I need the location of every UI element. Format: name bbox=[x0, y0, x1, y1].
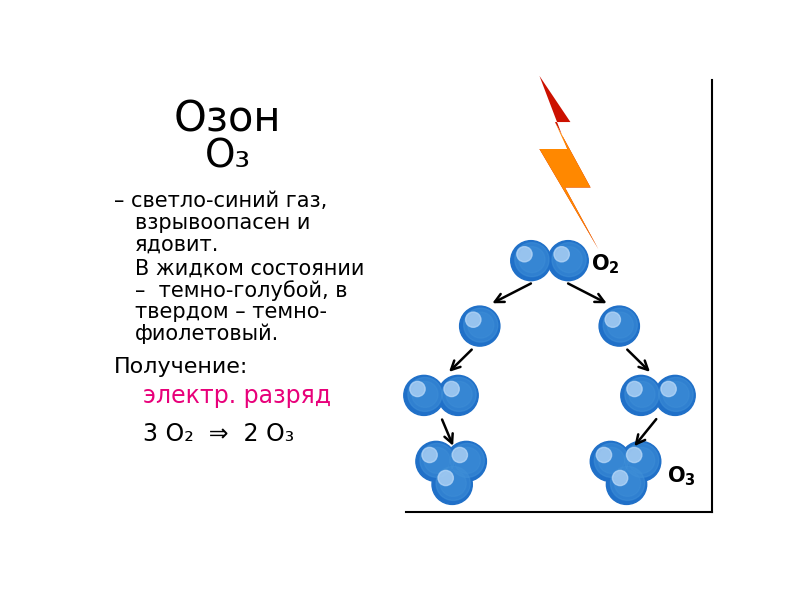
Circle shape bbox=[510, 241, 551, 281]
Circle shape bbox=[446, 382, 472, 407]
Circle shape bbox=[596, 448, 612, 463]
Polygon shape bbox=[539, 76, 598, 249]
Circle shape bbox=[629, 448, 654, 473]
Text: $\mathbf{O_3}$: $\mathbf{O_3}$ bbox=[666, 464, 695, 488]
Text: –  темно-голубой, в: – темно-голубой, в bbox=[135, 281, 347, 301]
Text: В жидком состоянии: В жидком состоянии bbox=[135, 259, 364, 279]
Circle shape bbox=[605, 312, 621, 328]
Circle shape bbox=[442, 377, 476, 412]
Circle shape bbox=[466, 312, 481, 328]
Text: электр. разряд: электр. разряд bbox=[142, 384, 330, 408]
Circle shape bbox=[464, 308, 498, 342]
Circle shape bbox=[412, 382, 438, 407]
Circle shape bbox=[626, 448, 642, 463]
Circle shape bbox=[661, 382, 676, 397]
Text: ядовит.: ядовит. bbox=[135, 235, 219, 254]
Text: – светло-синий газ,: – светло-синий газ, bbox=[114, 191, 327, 211]
Circle shape bbox=[594, 443, 629, 478]
Circle shape bbox=[603, 308, 638, 342]
Circle shape bbox=[444, 382, 459, 397]
Text: Получение:: Получение: bbox=[114, 357, 248, 377]
Text: фиолетовый.: фиолетовый. bbox=[135, 324, 279, 344]
Circle shape bbox=[416, 442, 456, 481]
Text: 3 O₂  ⇒  2 O₃: 3 O₂ ⇒ 2 O₃ bbox=[142, 422, 294, 446]
Circle shape bbox=[606, 464, 646, 505]
Circle shape bbox=[625, 443, 658, 478]
Circle shape bbox=[438, 376, 478, 415]
Circle shape bbox=[410, 382, 425, 397]
Circle shape bbox=[610, 466, 645, 500]
Polygon shape bbox=[539, 122, 598, 249]
Circle shape bbox=[438, 470, 454, 485]
Circle shape bbox=[598, 448, 625, 473]
Text: взрывоопасен и: взрывоопасен и bbox=[135, 213, 310, 233]
Circle shape bbox=[454, 448, 480, 473]
Circle shape bbox=[627, 382, 642, 397]
Circle shape bbox=[663, 382, 689, 407]
Text: Озон: Озон bbox=[174, 99, 282, 141]
Circle shape bbox=[424, 448, 450, 473]
Circle shape bbox=[422, 448, 438, 463]
Text: O₃: O₃ bbox=[205, 137, 251, 175]
Circle shape bbox=[517, 247, 532, 262]
Circle shape bbox=[607, 312, 634, 338]
Circle shape bbox=[613, 470, 628, 485]
Circle shape bbox=[519, 247, 545, 272]
Circle shape bbox=[548, 241, 588, 281]
Circle shape bbox=[404, 376, 444, 415]
Circle shape bbox=[614, 470, 641, 496]
Circle shape bbox=[655, 376, 695, 415]
Circle shape bbox=[621, 376, 661, 415]
Circle shape bbox=[629, 382, 655, 407]
Circle shape bbox=[420, 443, 454, 478]
Circle shape bbox=[432, 464, 472, 505]
Text: твердом – темно-: твердом – темно- bbox=[135, 302, 327, 322]
Circle shape bbox=[452, 448, 467, 463]
Circle shape bbox=[556, 247, 582, 272]
Circle shape bbox=[599, 306, 639, 346]
Circle shape bbox=[625, 377, 659, 412]
Circle shape bbox=[514, 242, 549, 277]
Text: $\mathbf{O_2}$: $\mathbf{O_2}$ bbox=[591, 253, 620, 276]
Circle shape bbox=[408, 377, 442, 412]
Circle shape bbox=[659, 377, 693, 412]
Circle shape bbox=[590, 442, 630, 481]
Circle shape bbox=[621, 442, 661, 481]
Circle shape bbox=[436, 466, 470, 500]
Circle shape bbox=[459, 306, 500, 346]
Circle shape bbox=[440, 470, 466, 496]
Circle shape bbox=[468, 312, 494, 338]
Circle shape bbox=[552, 242, 586, 277]
Circle shape bbox=[446, 442, 486, 481]
Circle shape bbox=[554, 247, 570, 262]
Circle shape bbox=[450, 443, 485, 478]
